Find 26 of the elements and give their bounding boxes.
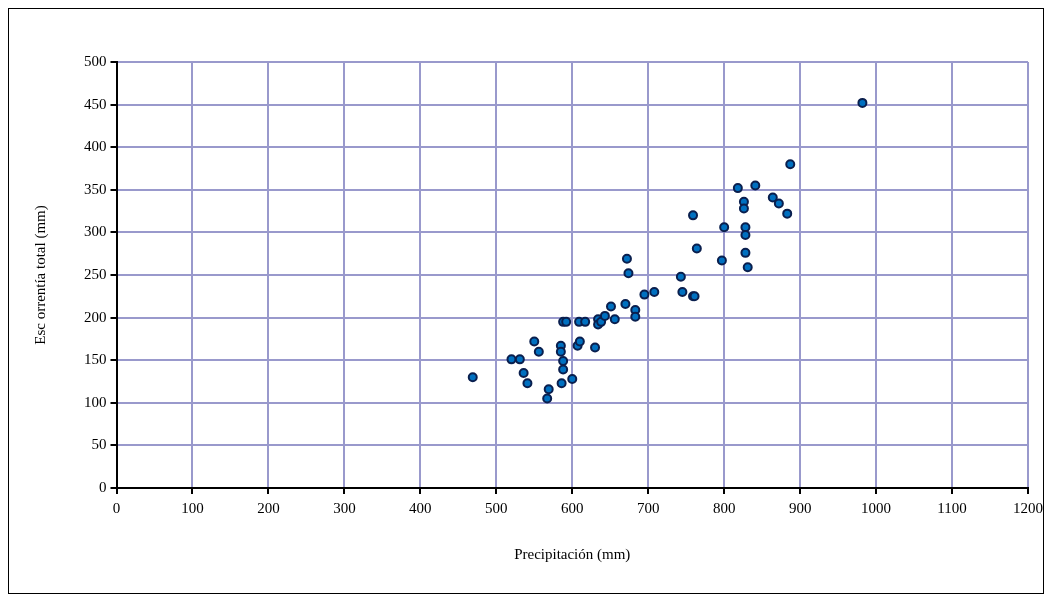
x-tick-label: 700 bbox=[636, 499, 660, 516]
y-tick-label: 450 bbox=[84, 95, 107, 112]
x-tick-label: 800 bbox=[712, 499, 736, 516]
x-tick-label: 1100 bbox=[937, 499, 967, 516]
x-tick-label: 400 bbox=[409, 499, 432, 516]
x-tick-label: 0 bbox=[112, 499, 121, 516]
y-tick-label: 300 bbox=[84, 223, 107, 240]
y-axis-title: Esc orrentía total (mm) bbox=[31, 205, 49, 345]
y-tick-label: 250 bbox=[84, 265, 107, 282]
x-tick-label: 1200 bbox=[1013, 499, 1043, 516]
y-tick-label: 400 bbox=[84, 138, 107, 155]
x-tick-label: 900 bbox=[788, 499, 812, 516]
y-tick-label: 500 bbox=[84, 52, 107, 69]
x-tick-label: 500 bbox=[485, 499, 508, 516]
x-tick-label: 100 bbox=[181, 499, 204, 516]
y-tick-label: 50 bbox=[91, 436, 107, 453]
y-tick-label: 350 bbox=[84, 180, 107, 197]
x-tick-label: 200 bbox=[257, 499, 280, 516]
x-axis-title: Precipitación (mm) bbox=[514, 545, 631, 563]
y-tick-label: 0 bbox=[99, 478, 107, 495]
y-tick-label: 200 bbox=[84, 308, 107, 325]
x-tick-label: 600 bbox=[561, 499, 584, 516]
x-tick-label: 1000 bbox=[861, 499, 892, 516]
y-tick-label: 150 bbox=[84, 351, 107, 368]
x-tick-label: 300 bbox=[333, 499, 356, 516]
y-tick-label: 100 bbox=[84, 393, 107, 410]
